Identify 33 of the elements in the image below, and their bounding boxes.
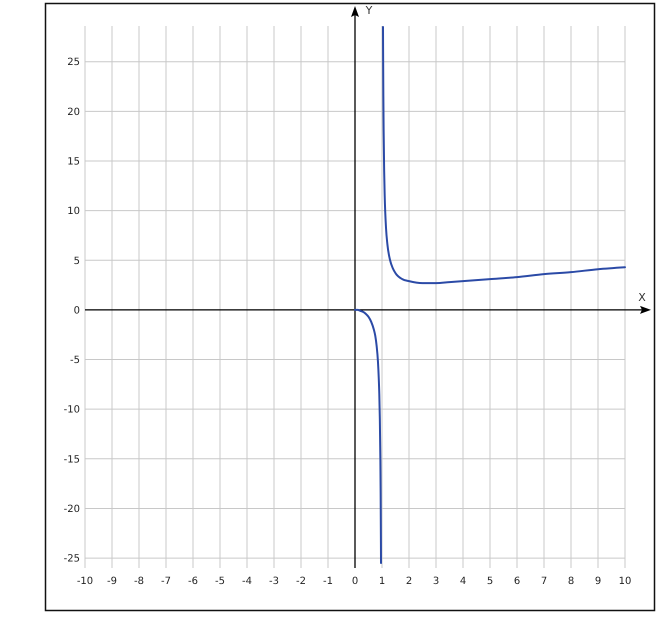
- y-tick-label: 15: [67, 156, 80, 168]
- y-tick-label: 20: [67, 106, 80, 118]
- y-tick-label: 5: [74, 256, 80, 267]
- y-tick-label: -10: [64, 404, 80, 416]
- x-tick-label: -9: [107, 576, 117, 587]
- y-tick-label: -5: [70, 355, 80, 366]
- x-tick-label: -3: [269, 576, 279, 587]
- x-tick-label: 5: [486, 576, 494, 587]
- x-tick-label: 3: [432, 576, 440, 587]
- y-axis-title: Y: [364, 4, 373, 17]
- x-tick-label: 10: [618, 576, 632, 587]
- x-tick-label: -1: [323, 576, 333, 587]
- x-tick-label: -5: [215, 576, 225, 587]
- x-tick-label: 0: [352, 576, 358, 587]
- x-tick-label: -7: [161, 576, 171, 587]
- x-tick-label: -4: [242, 576, 252, 587]
- x-axis-title: X: [638, 291, 646, 304]
- x-tick-label: -6: [188, 576, 198, 587]
- y-tick-label: 25: [67, 57, 80, 68]
- x-tick-label: 2: [406, 576, 412, 587]
- y-tick-label: -15: [64, 454, 80, 466]
- x-tick-label: 7: [540, 576, 548, 587]
- y-tick-label: -25: [64, 554, 80, 565]
- x-tick-label: 6: [514, 576, 520, 587]
- x-tick-label: 1: [378, 576, 386, 587]
- y-tick-label: 0: [74, 305, 80, 316]
- y-tick-label: 10: [67, 206, 80, 218]
- x-tick-label: -8: [134, 576, 144, 587]
- x-tick-label: -2: [296, 576, 306, 587]
- x-tick-label: 9: [594, 576, 602, 587]
- x-tick-label: 4: [460, 576, 466, 587]
- y-tick-label: -20: [64, 504, 80, 515]
- x-tick-label: 8: [568, 576, 574, 587]
